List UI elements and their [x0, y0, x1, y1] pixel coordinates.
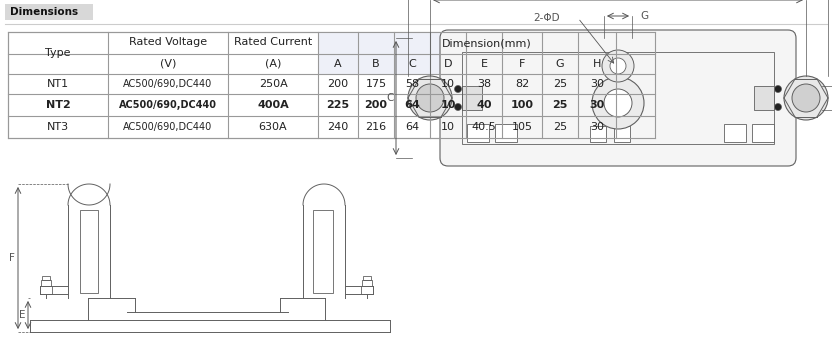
Text: H: H — [593, 59, 602, 69]
Text: 25: 25 — [552, 100, 567, 110]
Circle shape — [592, 77, 644, 129]
Text: 30: 30 — [590, 79, 604, 89]
Circle shape — [792, 84, 820, 112]
Text: Dimensions: Dimensions — [10, 7, 78, 17]
Circle shape — [604, 89, 632, 117]
Text: 38: 38 — [477, 79, 491, 89]
Bar — [590, 126, 606, 142]
Text: 250A: 250A — [259, 79, 287, 89]
Bar — [462, 86, 482, 110]
Text: 225: 225 — [326, 100, 349, 110]
Text: F: F — [519, 59, 525, 69]
Bar — [724, 124, 746, 142]
Text: B: B — [372, 59, 380, 69]
Text: F: F — [9, 253, 15, 263]
Text: G: G — [640, 11, 648, 21]
Bar — [362, 280, 372, 286]
Bar — [467, 124, 489, 142]
Circle shape — [602, 50, 634, 82]
Text: 30: 30 — [589, 100, 605, 110]
Text: 630A: 630A — [259, 122, 287, 132]
Circle shape — [775, 104, 781, 111]
Text: G: G — [556, 59, 564, 69]
Text: Dimension(mm): Dimension(mm) — [442, 38, 532, 48]
Text: 10: 10 — [441, 79, 455, 89]
Text: 64: 64 — [404, 100, 420, 110]
Text: Rated Current: Rated Current — [234, 37, 312, 47]
Text: NT1: NT1 — [47, 79, 69, 89]
Text: E: E — [19, 310, 25, 320]
Text: NT2: NT2 — [46, 100, 71, 110]
Text: 30: 30 — [590, 122, 604, 132]
Text: 25: 25 — [553, 122, 567, 132]
Text: Rated Voltage: Rated Voltage — [129, 37, 207, 47]
Bar — [318, 32, 655, 54]
Circle shape — [454, 104, 462, 111]
Text: D: D — [443, 59, 453, 69]
Text: C: C — [409, 59, 416, 69]
Text: 25: 25 — [553, 79, 567, 89]
Text: Type: Type — [45, 48, 71, 58]
Circle shape — [775, 85, 781, 92]
Text: 400A: 400A — [257, 100, 289, 110]
Bar — [40, 286, 52, 294]
Bar — [361, 286, 373, 294]
Text: 40: 40 — [476, 100, 492, 110]
FancyBboxPatch shape — [440, 30, 796, 166]
Text: C: C — [386, 93, 394, 103]
Bar — [42, 276, 50, 280]
Text: (A): (A) — [265, 59, 281, 69]
Bar — [313, 210, 333, 293]
Text: AC500/690,DC440: AC500/690,DC440 — [123, 122, 213, 132]
Circle shape — [416, 84, 444, 112]
Circle shape — [454, 85, 462, 92]
Text: 105: 105 — [512, 122, 532, 132]
Text: 40.5: 40.5 — [472, 122, 497, 132]
Text: 100: 100 — [511, 100, 533, 110]
Text: 2-ΦD: 2-ΦD — [533, 13, 560, 23]
Text: NT3: NT3 — [47, 122, 69, 132]
Text: 216: 216 — [365, 122, 387, 132]
Text: 200: 200 — [364, 100, 388, 110]
Text: (V): (V) — [160, 59, 176, 69]
Text: 175: 175 — [365, 79, 387, 89]
Bar — [752, 124, 774, 142]
Text: 82: 82 — [515, 79, 529, 89]
Bar — [318, 54, 655, 74]
Bar — [41, 280, 51, 286]
Circle shape — [610, 58, 626, 74]
Text: 64: 64 — [405, 122, 419, 132]
Text: AC500/690,DC440: AC500/690,DC440 — [119, 100, 217, 110]
Bar — [495, 124, 517, 142]
Text: 58: 58 — [405, 79, 419, 89]
Text: E: E — [481, 59, 488, 69]
Text: AC500/690,DC440: AC500/690,DC440 — [123, 79, 213, 89]
Bar — [363, 276, 371, 280]
Bar — [462, 52, 774, 144]
Text: 10: 10 — [440, 100, 456, 110]
Bar — [80, 210, 98, 293]
Bar — [754, 86, 774, 110]
Bar — [5, 4, 93, 20]
Circle shape — [408, 76, 452, 120]
Text: 200: 200 — [328, 79, 349, 89]
Circle shape — [784, 76, 828, 120]
Bar — [614, 126, 630, 142]
Text: 10: 10 — [441, 122, 455, 132]
Text: 240: 240 — [327, 122, 349, 132]
Bar — [8, 32, 655, 138]
Text: A: A — [334, 59, 342, 69]
